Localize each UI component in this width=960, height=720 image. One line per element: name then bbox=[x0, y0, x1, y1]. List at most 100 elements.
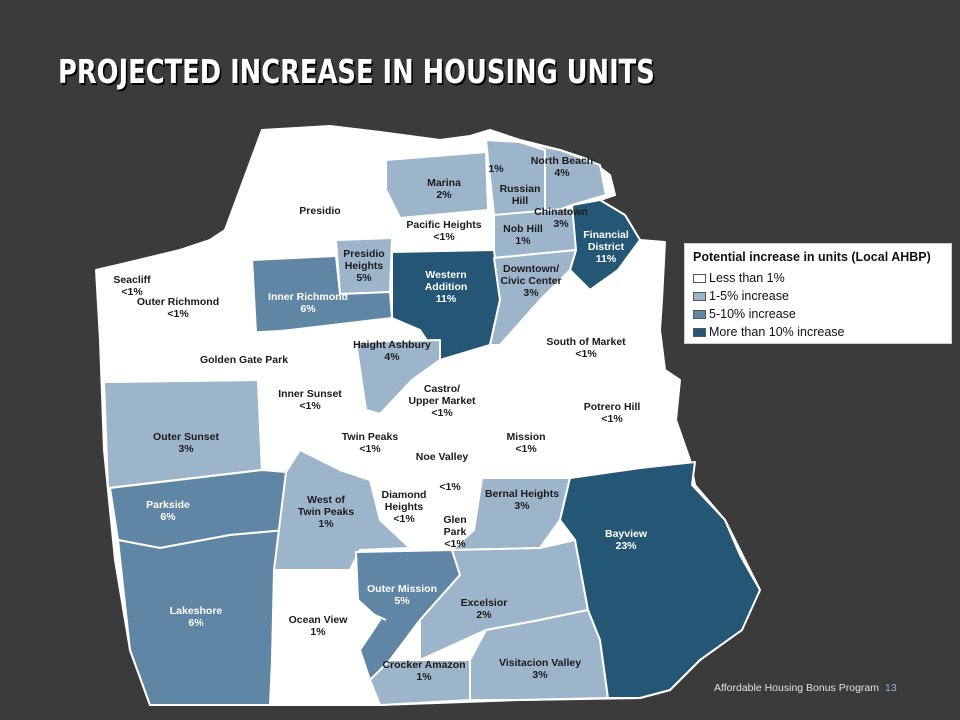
neighborhood-value: 5% bbox=[356, 272, 372, 284]
neighborhood-label: Outer Sunset bbox=[153, 431, 219, 443]
neighborhood-label: Visitacion Valley bbox=[499, 657, 581, 669]
neighborhood-label: Glen bbox=[443, 514, 466, 526]
legend-label: More than 10% increase bbox=[709, 325, 845, 339]
legend-swatch-less-than-1 bbox=[693, 273, 706, 283]
neighborhood-value: <1% bbox=[121, 286, 143, 298]
neighborhood-value: 1% bbox=[488, 163, 504, 175]
neighborhood-label: Upper Market bbox=[408, 395, 476, 407]
neighborhood-value: 3% bbox=[514, 500, 530, 512]
neighborhood-label: Crocker Amazon bbox=[382, 659, 465, 671]
neighborhood-value: 3% bbox=[532, 669, 548, 681]
neighborhood-value: 6% bbox=[188, 617, 204, 629]
neighborhood-value: 11% bbox=[436, 293, 457, 305]
neighborhood-label: Park bbox=[444, 526, 467, 538]
neighborhood-value: 3% bbox=[553, 218, 569, 230]
neighborhood-label: Inner Sunset bbox=[278, 388, 342, 400]
map-legend: Potential increase in units (Local AHBP)… bbox=[684, 243, 952, 344]
neighborhood-label: Presidio bbox=[299, 205, 340, 217]
neighborhood-label: Seacliff bbox=[113, 274, 151, 286]
neighborhood-label: Western bbox=[425, 269, 466, 281]
neighborhood-value: <1% bbox=[444, 538, 466, 550]
neighborhood-value: 5% bbox=[394, 595, 410, 607]
neighborhood-label: Financial bbox=[583, 229, 629, 241]
neighborhood-value: 1% bbox=[318, 518, 334, 530]
neighborhood-value: <1% bbox=[433, 231, 455, 243]
neighborhood-label: Noe Valley bbox=[416, 451, 469, 463]
neighborhood-label: West of bbox=[307, 494, 345, 506]
region-crocker-amazon bbox=[369, 659, 471, 706]
neighborhood-label: Heights bbox=[345, 260, 384, 272]
legend-label: 5-10% increase bbox=[709, 307, 796, 321]
neighborhood-value: 3% bbox=[523, 287, 539, 299]
neighborhood-value: 3% bbox=[178, 443, 194, 455]
region-lakeshore bbox=[117, 529, 287, 706]
neighborhood-label: Pacific Heights bbox=[406, 219, 481, 231]
legend-item: More than 10% increase bbox=[693, 323, 943, 341]
legend-swatch-1-5 bbox=[693, 291, 706, 301]
neighborhood-label: Bayview bbox=[605, 528, 648, 540]
neighborhood-label: Parkside bbox=[146, 499, 190, 511]
neighborhood-label: Outer Richmond bbox=[137, 296, 219, 308]
legend-item: 5-10% increase bbox=[693, 305, 943, 323]
footer-text: Affordable Housing Bonus Program bbox=[714, 682, 879, 694]
neighborhood-label: Presidio bbox=[343, 248, 384, 260]
region-downtown bbox=[489, 249, 577, 346]
neighborhood-value: 4% bbox=[554, 167, 570, 179]
legend-title: Potential increase in units (Local AHBP) bbox=[693, 250, 931, 264]
legend-swatch-more-than-10 bbox=[693, 327, 706, 337]
neighborhood-label: Russian bbox=[500, 183, 541, 195]
neighborhood-label: Marina bbox=[427, 177, 461, 189]
neighborhood-label: Addition bbox=[425, 281, 468, 293]
neighborhood-value: 2% bbox=[476, 609, 492, 621]
neighborhood-label: Twin Peaks bbox=[342, 431, 399, 443]
neighborhood-label: Downtown/ bbox=[503, 263, 559, 275]
neighborhood-value: <1% bbox=[167, 308, 189, 320]
neighborhood-value: <1% bbox=[393, 513, 415, 525]
neighborhood-label: South of Market bbox=[546, 336, 626, 348]
legend-swatch-5-10 bbox=[693, 309, 706, 319]
neighborhood-value: 1% bbox=[515, 235, 531, 247]
neighborhood-label: Outer Mission bbox=[367, 583, 437, 595]
neighborhood-label: Ocean View bbox=[289, 614, 349, 626]
page-title: PROJECTED INCREASE IN HOUSING UNITS bbox=[58, 52, 655, 91]
neighborhood-value: 4% bbox=[384, 351, 400, 363]
neighborhood-value: <1% bbox=[515, 443, 537, 455]
region-haight-ashbury bbox=[355, 339, 441, 415]
region-bayview bbox=[559, 461, 761, 699]
page-number: 13 bbox=[885, 682, 897, 694]
neighborhood-value: 6% bbox=[160, 511, 176, 523]
neighborhood-value: 1% bbox=[416, 671, 432, 683]
neighborhood-value: <1% bbox=[575, 348, 597, 360]
neighborhood-label: Bernal Heights bbox=[485, 488, 559, 500]
neighborhood-value: 1% bbox=[310, 626, 326, 638]
footer: Affordable Housing Bonus Program 13 bbox=[714, 682, 897, 694]
neighborhood-label: Mission bbox=[506, 431, 545, 443]
neighborhood-value: <1% bbox=[439, 481, 461, 493]
neighborhood-value: <1% bbox=[299, 400, 321, 412]
neighborhood-label: Civic Center bbox=[500, 275, 561, 287]
neighborhood-label: Inner Richmond bbox=[268, 291, 348, 303]
region-north-beach bbox=[519, 141, 607, 216]
neighborhood-value: <1% bbox=[601, 413, 623, 425]
legend-item: 1-5% increase bbox=[693, 287, 943, 305]
neighborhood-value: 11% bbox=[596, 253, 617, 265]
neighborhood-value: 23% bbox=[615, 540, 637, 552]
neighborhood-label: Chinatown bbox=[534, 206, 588, 218]
neighborhood-label: Diamond bbox=[382, 489, 427, 501]
legend-label: Less than 1% bbox=[709, 271, 785, 285]
neighborhood-label: Heights bbox=[385, 501, 424, 513]
neighborhood-label: Potrero Hill bbox=[584, 401, 641, 413]
neighborhood-label: Castro/ bbox=[424, 383, 460, 395]
legend-item: Less than 1% bbox=[693, 269, 943, 287]
neighborhood-value: <1% bbox=[359, 443, 381, 455]
neighborhood-value: <1% bbox=[431, 407, 453, 419]
neighborhood-label: Excelsior bbox=[461, 597, 508, 609]
neighborhood-label: Haight Ashbury bbox=[353, 339, 431, 351]
neighborhood-label: North Beach bbox=[531, 155, 593, 167]
neighborhood-label: District bbox=[588, 241, 625, 253]
neighborhood-label: Twin Peaks bbox=[298, 506, 355, 518]
neighborhood-value: 2% bbox=[436, 189, 452, 201]
neighborhood-label: Nob Hill bbox=[503, 223, 543, 235]
neighborhood-label: Lakeshore bbox=[170, 605, 223, 617]
